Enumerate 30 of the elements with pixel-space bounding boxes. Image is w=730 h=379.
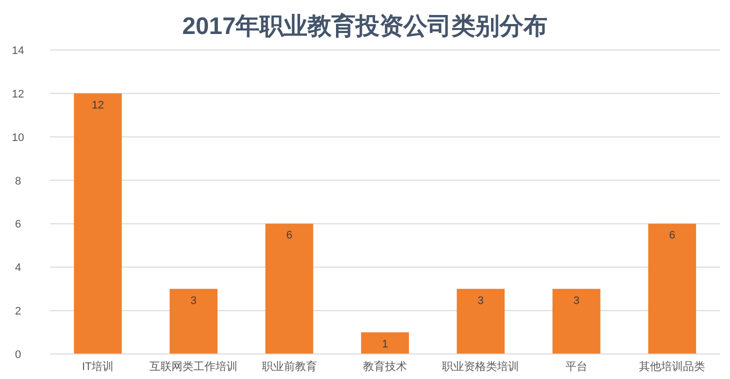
x-tick-label: 职业资格类培训 xyxy=(442,360,520,373)
data-label: 3 xyxy=(190,294,197,307)
data-label: 3 xyxy=(478,294,484,307)
y-tick-label: 6 xyxy=(14,218,22,231)
bar xyxy=(648,224,696,354)
x-tick-label: 平台 xyxy=(565,360,588,373)
data-label: 3 xyxy=(573,294,580,307)
bar xyxy=(170,288,218,354)
x-tick-label: 职业前教育 xyxy=(262,360,317,373)
x-tick-label: IT培训 xyxy=(82,360,114,373)
bar xyxy=(74,93,122,354)
data-label: 12 xyxy=(92,99,104,112)
x-tick-label: 其他培训品类 xyxy=(639,360,706,373)
data-label: 1 xyxy=(382,338,388,350)
chart-title: 2017年职业教育投资公司类别分布 xyxy=(182,12,548,40)
y-tick-label: 0 xyxy=(14,349,22,361)
y-tick-label: 14 xyxy=(12,45,24,57)
x-tick-label: 教育技术 xyxy=(363,360,407,373)
y-tick-label: 8 xyxy=(14,175,22,188)
y-tick-label: 12 xyxy=(12,88,24,100)
bar xyxy=(361,332,409,354)
bar xyxy=(265,224,314,354)
x-tick-label: 互联网类工作培训 xyxy=(150,360,238,373)
y-tick-label: 4 xyxy=(14,262,22,274)
bar xyxy=(552,288,600,354)
data-label: 6 xyxy=(286,230,292,242)
y-tick-label: 10 xyxy=(12,132,24,144)
data-label: 6 xyxy=(669,230,676,242)
y-tick-label: 2 xyxy=(14,306,22,318)
bar xyxy=(456,288,505,354)
